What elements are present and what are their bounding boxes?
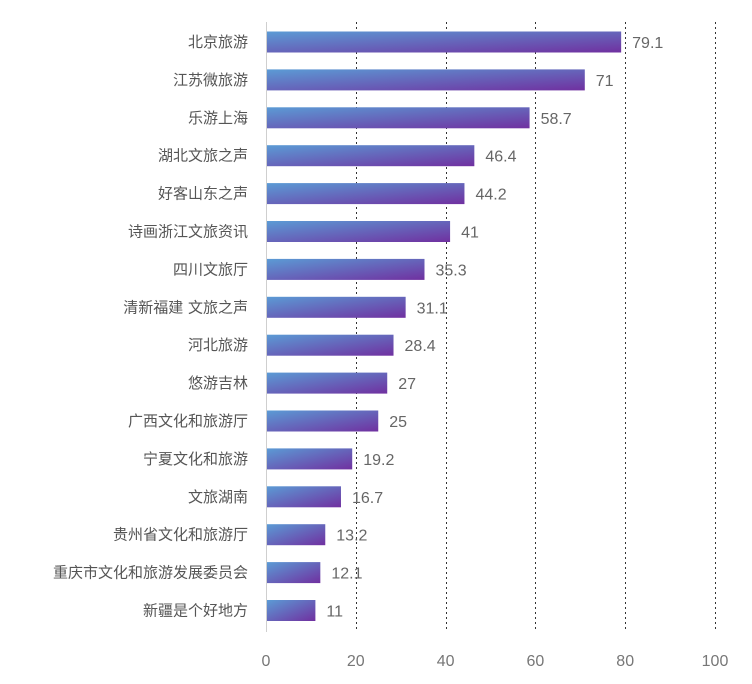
data-label: 25 (389, 414, 407, 431)
category-label: 清新福建 文旅之声 (123, 298, 248, 316)
data-label: 13.2 (336, 528, 367, 545)
x-axis-ticks: 0 20 40 60 80 100 (262, 653, 729, 670)
category-label: 文旅湖南 (188, 488, 248, 506)
bar (267, 524, 326, 546)
bar (267, 221, 451, 242)
data-label: 27 (398, 376, 416, 393)
data-label: 12.1 (331, 566, 362, 583)
bar (267, 145, 475, 167)
category-label: 贵州省文化和旅游厅 (113, 526, 248, 544)
bars (267, 31, 622, 621)
x-tick-label: 40 (437, 653, 455, 670)
data-label: 71 (596, 73, 614, 90)
category-label: 新疆是个好地方 (143, 602, 248, 620)
data-label: 79.1 (632, 35, 663, 52)
bar (267, 372, 388, 394)
bar (267, 600, 316, 621)
x-tick-label: 80 (616, 653, 634, 670)
category-label: 宁夏文化和旅游 (143, 450, 248, 468)
data-label: 44.2 (475, 187, 506, 204)
data-label: 28.4 (405, 338, 436, 355)
bar (267, 486, 341, 508)
x-tick-label: 0 (262, 653, 271, 670)
data-label: 31.1 (417, 300, 448, 317)
data-label: 19.2 (363, 452, 394, 469)
bar (267, 334, 394, 356)
data-label: 58.7 (541, 111, 572, 128)
category-label: 江苏微旅游 (173, 71, 248, 89)
labels: 北京旅游 79.1 江苏微旅游 71 乐游上海 58.7 湖北文旅之声 46.4 好客山东之声 4… (53, 33, 663, 621)
category-label: 重庆市文化和旅游发展委员会 (53, 564, 248, 582)
bar (267, 258, 425, 280)
category-label: 四川文旅厅 (173, 260, 248, 278)
bar (267, 31, 622, 53)
category-label: 湖北文旅之声 (158, 147, 248, 165)
category-label: 河北旅游 (188, 336, 248, 354)
x-tick-label: 20 (347, 653, 365, 670)
category-label: 乐游上海 (188, 109, 248, 127)
bar (267, 410, 379, 432)
bar (267, 69, 585, 91)
data-label: 11 (326, 604, 343, 621)
category-label: 悠游吉林 (188, 374, 248, 392)
data-label: 35.3 (435, 262, 466, 279)
bar (267, 183, 465, 205)
category-label: 北京旅游 (188, 33, 248, 51)
bar (267, 562, 321, 584)
x-tick-label: 60 (527, 653, 545, 670)
bar (267, 296, 406, 318)
x-tick-label: 100 (702, 653, 729, 670)
bar (267, 107, 530, 129)
data-label: 16.7 (352, 490, 383, 507)
bar (267, 448, 353, 470)
category-label: 诗画浙江文旅资讯 (128, 223, 248, 241)
data-label: 41 (461, 225, 479, 242)
category-label: 好客山东之声 (158, 185, 248, 203)
category-label: 广西文化和旅游厅 (128, 412, 248, 430)
data-label: 46.4 (485, 149, 516, 166)
